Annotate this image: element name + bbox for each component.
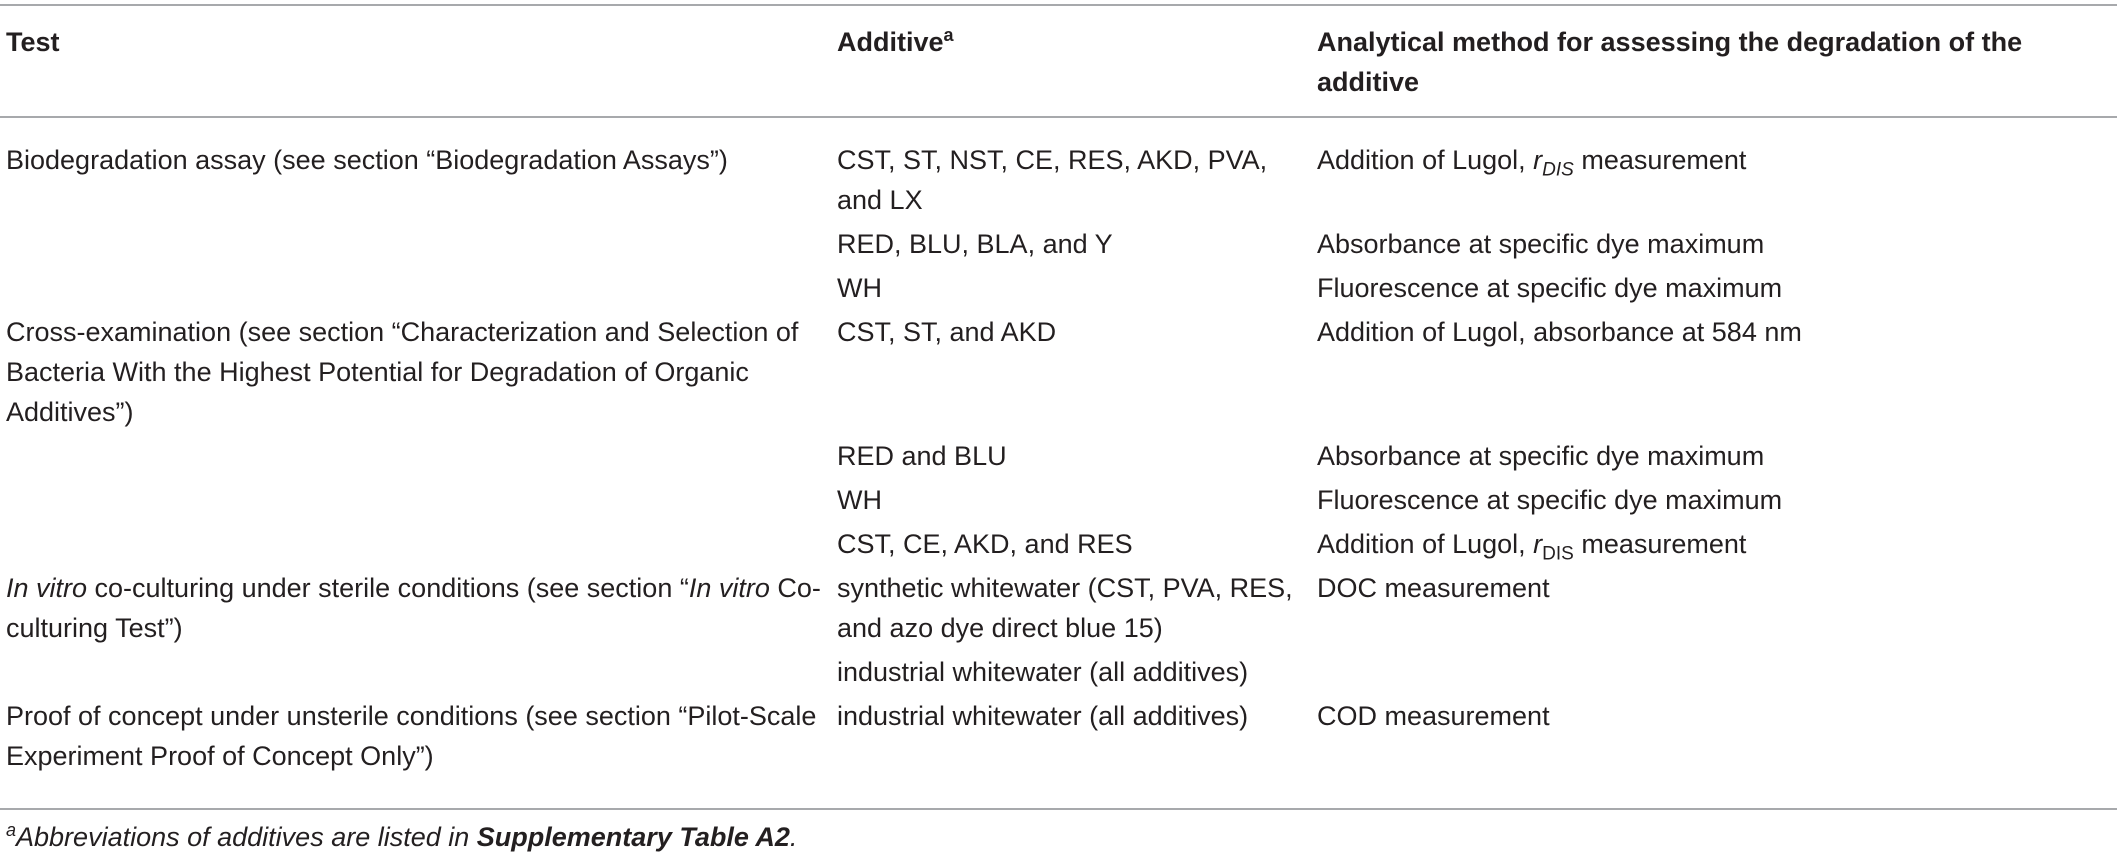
- footnote-mark: a: [6, 820, 17, 840]
- cell-method: Addition of Lugol, absorbance at 584 nm: [1317, 317, 1802, 347]
- table-row: CST, CE, AKD, and RES Addition of Lugol,…: [0, 522, 2117, 566]
- cell-additive: synthetic whitewater (CST, PVA, RES, and…: [837, 573, 1293, 643]
- table-row: Cross-examination (see section “Characte…: [0, 310, 2117, 434]
- header-row: Test Additivea Analytical method for ass…: [0, 10, 2117, 122]
- cell-method: COD measurement: [1317, 701, 1550, 731]
- table-row: industrial whitewater (all additives): [0, 650, 2117, 694]
- cell-test: [0, 222, 831, 266]
- cell-method: Fluorescence at specific dye maximum: [1317, 273, 1783, 303]
- cell-additive: industrial whitewater (all additives): [837, 657, 1249, 687]
- top-rule: [0, 4, 2117, 6]
- cell-method: [1311, 650, 2117, 694]
- cell-test: [0, 650, 831, 694]
- table-row: RED and BLU Absorbance at specific dye m…: [0, 434, 2117, 478]
- cell-additive: industrial whitewater (all additives): [837, 701, 1249, 731]
- table-row: Biodegradation assay (see section “Biode…: [0, 122, 2117, 222]
- table-row: RED, BLU, BLA, and Y Absorbance at speci…: [0, 222, 2117, 266]
- cell-method: Fluorescence at specific dye maximum: [1317, 485, 1783, 515]
- table-row: In vitro co-culturing under sterile cond…: [0, 566, 2117, 650]
- footnote-marker: a: [943, 25, 954, 45]
- header-additive: Additivea: [837, 25, 954, 57]
- cell-method: Absorbance at specific dye maximum: [1317, 441, 1765, 471]
- cell-test: [0, 434, 831, 478]
- header-method: Analytical method for assessing the degr…: [1317, 27, 2023, 97]
- table-row: WH Fluorescence at specific dye maximum: [0, 266, 2117, 310]
- cell-additive: CST, ST, and AKD: [837, 317, 1057, 347]
- cell-additive: WH: [837, 273, 882, 303]
- cell-additive: RED and BLU: [837, 441, 1007, 471]
- table-row: Proof of concept under unsterile conditi…: [0, 694, 2117, 794]
- cell-additive: RED, BLU, BLA, and Y: [837, 229, 1113, 259]
- cell-test: Cross-examination (see section “Characte…: [6, 317, 799, 427]
- cell-test: Biodegradation assay (see section “Biode…: [6, 145, 728, 175]
- header-rule: [0, 116, 2117, 118]
- cell-method: Addition of Lugol, rDIS measurement: [1317, 529, 1747, 565]
- cell-method: Addition of Lugol, rDIS measurement: [1317, 145, 1747, 181]
- cell-test: Proof of concept under unsterile conditi…: [6, 701, 817, 771]
- cell-method: Absorbance at specific dye maximum: [1317, 229, 1765, 259]
- data-table: Test Additivea Analytical method for ass…: [0, 10, 2117, 794]
- bottom-rule: [0, 808, 2117, 810]
- header-test: Test: [6, 27, 60, 57]
- table-row: WH Fluorescence at specific dye maximum: [0, 478, 2117, 522]
- cell-test: [0, 266, 831, 310]
- cell-additive: WH: [837, 485, 882, 515]
- cell-test: [0, 478, 831, 522]
- cell-additive: CST, ST, NST, CE, RES, AKD, PVA, and LX: [837, 145, 1268, 215]
- cell-test: [0, 522, 831, 566]
- table-footnote: aAbbreviations of additives are listed i…: [6, 820, 798, 852]
- cell-method: DOC measurement: [1317, 573, 1550, 603]
- cell-test: In vitro co-culturing under sterile cond…: [6, 573, 821, 643]
- cell-additive: CST, CE, AKD, and RES: [837, 529, 1133, 559]
